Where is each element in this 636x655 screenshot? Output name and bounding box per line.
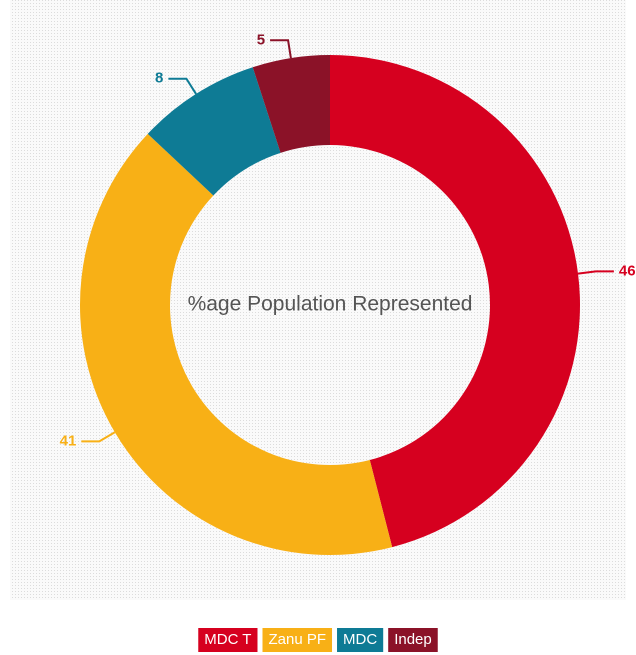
legend-swatch xyxy=(337,628,384,652)
data-label: 8 xyxy=(155,70,163,87)
legend-label: MDC xyxy=(343,631,377,648)
data-label: 41 xyxy=(60,432,77,449)
legend-swatch xyxy=(198,628,258,652)
slice xyxy=(330,55,581,548)
legend-swatch xyxy=(388,628,438,652)
slice xyxy=(147,67,281,196)
leader-line xyxy=(168,77,197,95)
legend-label: Indep xyxy=(394,631,432,648)
data-label: 5 xyxy=(257,31,265,48)
legend-label: Zanu PF xyxy=(268,631,326,648)
legend-label: MDC T xyxy=(204,631,251,648)
slice xyxy=(252,55,330,153)
leader-line xyxy=(81,431,116,443)
center-title: %age Population Represented xyxy=(188,293,473,316)
legend: MDC T Zanu PF MDC Indep xyxy=(198,628,438,652)
slice xyxy=(79,133,393,556)
leader-line xyxy=(577,270,614,275)
legend-swatch xyxy=(262,628,333,652)
leader-line xyxy=(270,39,292,59)
data-label: 46 xyxy=(619,262,636,279)
slices: 46 41 8 5 xyxy=(60,31,636,556)
